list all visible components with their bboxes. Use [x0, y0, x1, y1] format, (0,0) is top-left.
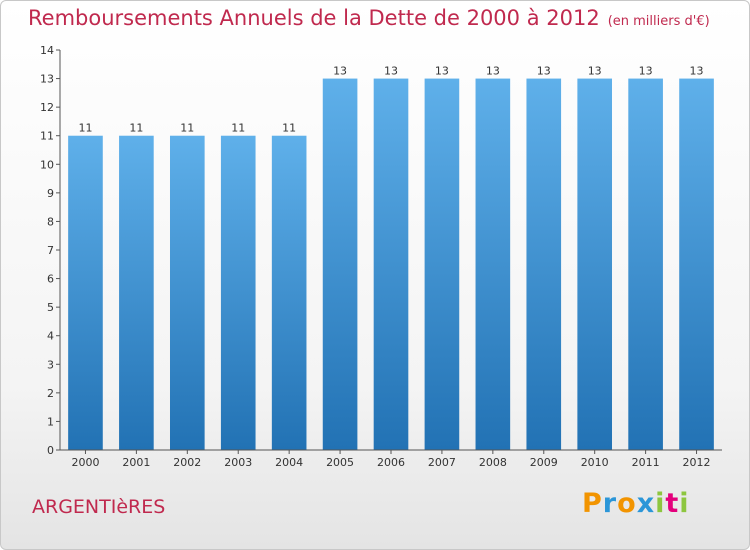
y-tick-label: 8 [47, 215, 54, 228]
y-tick-label: 12 [40, 101, 54, 114]
data-label: 11 [282, 122, 296, 135]
x-tick-label: 2006 [377, 456, 405, 469]
title-text: Remboursements Annuels de la Dette de 20… [28, 6, 600, 30]
y-tick-label: 11 [40, 130, 54, 143]
bar-2007 [424, 78, 460, 451]
x-tick-label: 2003 [224, 456, 252, 469]
chart-title: Remboursements Annuels de la Dette de 20… [28, 6, 710, 30]
logo-letter-x: x [636, 488, 656, 519]
logo-letter-o: o [617, 488, 637, 519]
x-tick-label: 2011 [632, 456, 660, 469]
town-name: ARGENTIèRES [32, 496, 166, 518]
bar-2010 [577, 78, 613, 451]
data-label: 13 [486, 65, 500, 78]
data-label: 11 [78, 122, 92, 135]
x-tick-label: 2010 [581, 456, 609, 469]
y-tick-label: 14 [40, 44, 54, 57]
x-tick-label: 2000 [71, 456, 99, 469]
bar-2001 [119, 135, 154, 450]
y-tick-label: 4 [47, 330, 54, 343]
logo-letter-i: i [655, 488, 666, 519]
y-tick-label: 0 [47, 444, 54, 457]
bar-2000 [68, 135, 103, 450]
x-tick-label: 2004 [275, 456, 303, 469]
y-tick-label: 6 [47, 273, 54, 286]
y-tick-label: 5 [47, 301, 54, 314]
bar-2011 [628, 78, 663, 451]
bar-2005 [322, 78, 358, 451]
data-label: 11 [231, 122, 245, 135]
y-tick-label: 7 [47, 244, 54, 257]
bar-2002 [169, 135, 205, 450]
bar-2006 [373, 78, 409, 451]
bar-2003 [220, 135, 256, 450]
data-label: 11 [129, 122, 143, 135]
x-tick-label: 2009 [530, 456, 558, 469]
bar-2004 [271, 135, 307, 450]
x-tick-label: 2005 [326, 456, 354, 469]
y-tick-label: 3 [47, 358, 54, 371]
y-tick-label: 9 [47, 187, 54, 200]
data-label: 11 [180, 122, 194, 135]
x-tick-label: 2001 [122, 456, 150, 469]
data-label: 13 [690, 65, 704, 78]
data-label: 13 [639, 65, 653, 78]
y-tick-label: 10 [40, 158, 54, 171]
data-label: 13 [588, 65, 602, 78]
logo-letter-i2: i [679, 488, 690, 519]
x-tick-label: 2007 [428, 456, 456, 469]
data-label: 13 [435, 65, 449, 78]
x-tick-label: 2008 [479, 456, 507, 469]
data-label: 13 [537, 65, 551, 78]
x-tick-label: 2002 [173, 456, 201, 469]
data-label: 13 [333, 65, 347, 78]
bar-2012 [679, 78, 714, 451]
chart-subtitle: (en milliers d'€) [607, 14, 710, 29]
logo-letter-t: t [665, 488, 680, 519]
y-tick-label: 1 [47, 415, 54, 428]
data-label: 13 [384, 65, 398, 78]
proxiti-logo: Proxiti [582, 488, 690, 519]
logo-letter-p: P [582, 488, 603, 519]
y-tick-label: 2 [47, 387, 54, 400]
logo-letter-r: r [602, 488, 618, 519]
x-tick-label: 2012 [683, 456, 711, 469]
y-tick-label: 13 [40, 73, 54, 86]
bar-2009 [526, 78, 562, 451]
bar-2008 [475, 78, 511, 451]
